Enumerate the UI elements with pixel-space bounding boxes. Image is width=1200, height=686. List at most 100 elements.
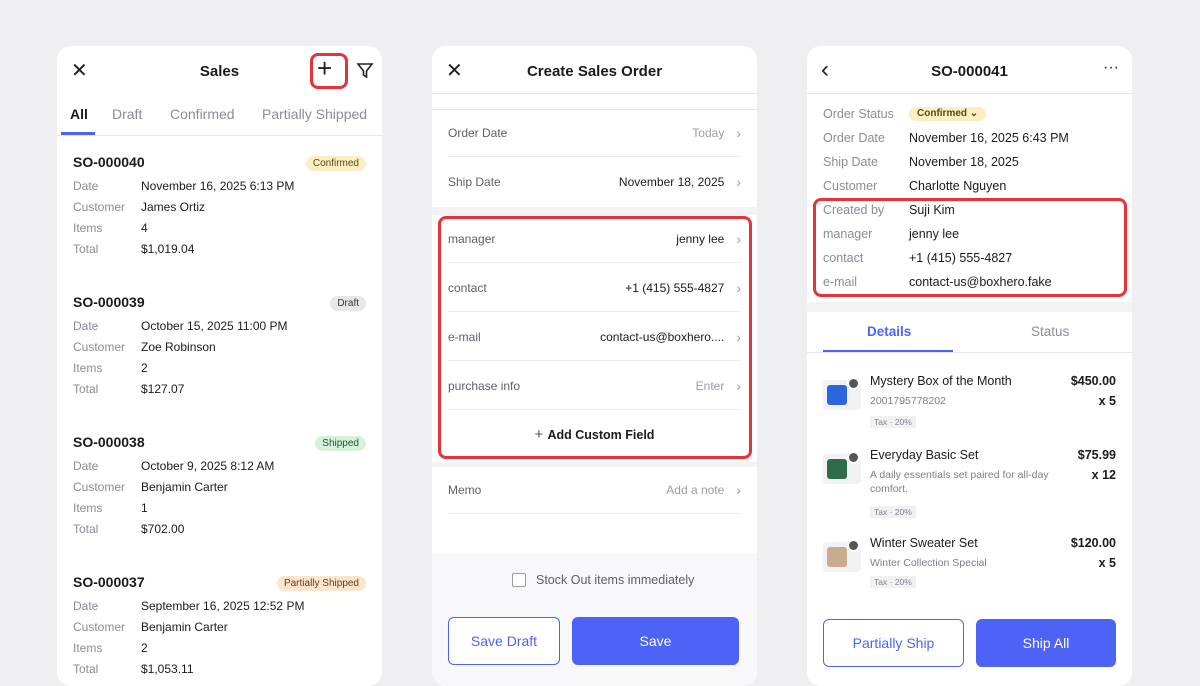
custom-field-contact[interactable]: contact +1 (415) 555-4827 › bbox=[448, 264, 741, 312]
plus-icon: + bbox=[534, 426, 548, 443]
order-id: SO-000040 bbox=[73, 154, 145, 170]
checkbox-icon[interactable] bbox=[512, 573, 526, 587]
field-label: manager bbox=[448, 231, 496, 246]
label: Date bbox=[73, 599, 99, 613]
order-customer: Customer Benjamin Carter bbox=[73, 480, 228, 494]
label: Customer bbox=[73, 340, 126, 354]
label: Created by bbox=[823, 203, 885, 217]
chevron-down-icon: ⌄ bbox=[969, 108, 979, 119]
field-value: Add a note bbox=[666, 482, 725, 497]
order-customer: Customer Benjamin Carter bbox=[73, 620, 228, 634]
order-date: Date September 16, 2025 12:52 PM bbox=[73, 599, 304, 613]
value: November 18, 2025 bbox=[909, 155, 1019, 169]
order-date: Date October 15, 2025 11:00 PM bbox=[73, 319, 288, 333]
tab-status[interactable]: Status bbox=[1031, 324, 1070, 339]
label: Customer bbox=[73, 200, 126, 214]
label: Items bbox=[73, 221, 103, 235]
status-badge: Draft bbox=[330, 296, 366, 311]
item-quantity: x 5 bbox=[1098, 394, 1116, 408]
stock-out-checkbox[interactable]: Stock Out items immediately bbox=[512, 573, 694, 587]
add-custom-field-button[interactable]: + Add Custom Field bbox=[432, 426, 757, 443]
bundle-icon bbox=[847, 377, 860, 390]
page-title: Sales bbox=[199, 63, 240, 80]
detail-row: Order Date November 16, 2025 6:43 PM bbox=[823, 131, 1069, 145]
chevron-right-icon: › bbox=[736, 481, 741, 498]
value: September 16, 2025 12:52 PM bbox=[141, 599, 305, 613]
value: jenny lee bbox=[909, 227, 960, 241]
order-items: Items 2 bbox=[73, 361, 148, 375]
tab-all[interactable]: All bbox=[70, 106, 88, 122]
partially-ship-button[interactable]: Partially Ship bbox=[823, 619, 964, 667]
status-value: Confirmed bbox=[917, 108, 967, 119]
tab-details[interactable]: Details bbox=[867, 324, 912, 339]
value: October 15, 2025 11:00 PM bbox=[141, 319, 288, 333]
order-card[interactable]: SO-000038 Shipped Date October 9, 2025 8:1… bbox=[73, 434, 366, 564]
detail-row: Customer Charlotte Nguyen bbox=[823, 179, 1006, 193]
field-value: jenny lee bbox=[676, 231, 725, 246]
highlight-box bbox=[813, 198, 1127, 297]
custom-field-e-mail[interactable]: e-mail contact-us@boxhero.... › bbox=[448, 313, 741, 361]
more-icon[interactable]: ··· bbox=[1103, 59, 1119, 76]
ship-date-field[interactable]: Ship Date November 18, 2025 › bbox=[448, 158, 741, 206]
order-card[interactable]: SO-000037 Partially Shipped Date September… bbox=[73, 574, 366, 686]
order-items: Items 1 bbox=[73, 501, 148, 515]
close-icon[interactable]: ✕ bbox=[71, 60, 88, 82]
order-total: Total $127.07 bbox=[73, 382, 184, 396]
label: Total bbox=[73, 522, 99, 536]
save-draft-button[interactable]: Save Draft bbox=[448, 617, 560, 665]
label: Items bbox=[73, 641, 103, 655]
label: manager bbox=[823, 227, 873, 241]
memo-field[interactable]: Memo Add a note › bbox=[448, 466, 741, 514]
filter-icon[interactable] bbox=[356, 62, 374, 80]
order-date-field[interactable]: Order Date Today › bbox=[448, 109, 741, 157]
order-total: Total $1,019.04 bbox=[73, 242, 194, 256]
highlight-box bbox=[438, 216, 752, 459]
save-button[interactable]: Save bbox=[572, 617, 739, 665]
label: Ship Date bbox=[823, 155, 878, 169]
order-total: Total $702.00 bbox=[73, 522, 184, 536]
custom-field-manager[interactable]: manager jenny lee › bbox=[448, 215, 741, 263]
bundle-icon bbox=[847, 451, 860, 464]
back-icon[interactable]: ‹ bbox=[821, 56, 829, 83]
label: Order Date bbox=[823, 131, 885, 145]
item-subtitle: 2001795778202 bbox=[870, 395, 946, 407]
item-price: $75.99 bbox=[1077, 448, 1116, 462]
close-icon[interactable]: ✕ bbox=[446, 60, 463, 82]
create-order-panel: ✕ Create Sales Order Order Date Today › Sh… bbox=[432, 46, 757, 686]
label: Total bbox=[73, 662, 99, 676]
item-price: $450.00 bbox=[1070, 374, 1116, 388]
custom-field-purchase-info[interactable]: purchase info Enter › bbox=[448, 362, 741, 410]
order-card[interactable]: SO-000039 Draft Date October 15, 2025 11:0… bbox=[73, 294, 366, 424]
value: James Ortiz bbox=[141, 200, 206, 214]
checkbox-label: Stock Out items immediately bbox=[536, 573, 695, 587]
field-value: Enter bbox=[695, 378, 725, 393]
item-name: Everyday Basic Set bbox=[870, 448, 979, 462]
chevron-right-icon: › bbox=[736, 328, 741, 345]
order-card[interactable]: SO-000040 Confirmed Date November 16, 2025… bbox=[73, 154, 366, 284]
label: Customer bbox=[823, 179, 878, 193]
label: Date bbox=[73, 319, 99, 333]
item-quantity: x 5 bbox=[1098, 556, 1116, 570]
label: Total bbox=[73, 242, 99, 256]
label: Total bbox=[73, 382, 99, 396]
tax-badge: Tax · 20% bbox=[870, 416, 916, 428]
ship-all-button[interactable]: Ship All bbox=[976, 619, 1116, 667]
add-icon[interactable]: + bbox=[317, 53, 333, 83]
page-title: SO-000041 bbox=[931, 63, 1008, 80]
detail-row: e-mail contact-us@boxhero.fake bbox=[823, 275, 1052, 289]
order-id: SO-000038 bbox=[73, 434, 145, 450]
status-dropdown[interactable]: Confirmed ⌄ bbox=[909, 107, 987, 121]
tab-partially-shipped[interactable]: Partially Shipped bbox=[262, 106, 368, 122]
value: +1 (415) 555-4827 bbox=[909, 251, 1013, 265]
label: Items bbox=[73, 501, 103, 515]
tab-draft[interactable]: Draft bbox=[112, 106, 143, 122]
item-name: Mystery Box of the Month bbox=[870, 374, 1012, 388]
label: Order Status bbox=[823, 107, 894, 121]
label: Customer bbox=[73, 480, 126, 494]
field-label: Ship Date bbox=[448, 175, 501, 189]
order-items: Items 2 bbox=[73, 641, 148, 655]
tab-confirmed[interactable]: Confirmed bbox=[170, 106, 235, 122]
value: Benjamin Carter bbox=[141, 480, 228, 494]
page-title: Create Sales Order bbox=[526, 63, 663, 80]
value: 2 bbox=[141, 641, 148, 655]
